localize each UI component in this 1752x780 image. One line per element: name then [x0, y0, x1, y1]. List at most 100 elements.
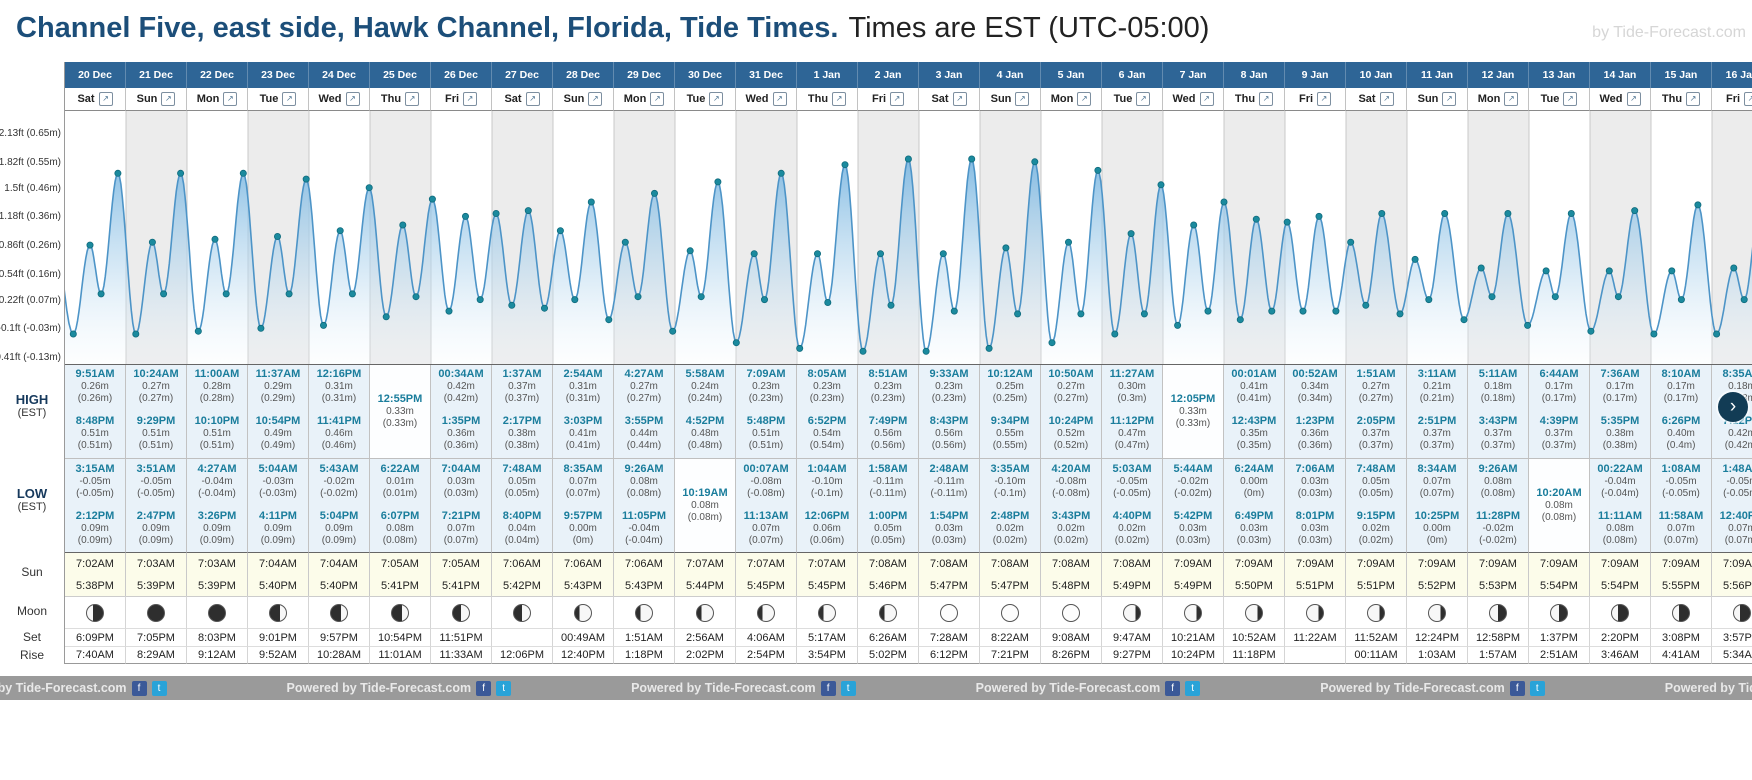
tide-height: 0.17m — [1606, 381, 1634, 392]
low-tide-cell: 1:08AM -0.05m (-0.05m) 11:58AM 0.07m (0.07m) — [1651, 458, 1712, 552]
expand-day-icon[interactable]: ↗ — [832, 92, 847, 106]
sun-cell: 7:09AM 5:51PM — [1285, 552, 1346, 596]
expand-day-icon[interactable]: ↗ — [1442, 92, 1457, 106]
expand-day-icon[interactable]: ↗ — [588, 92, 603, 106]
tide-time: 7:04AM — [441, 463, 481, 475]
tide-height-alt: (0.03m) — [443, 488, 479, 499]
expand-day-icon[interactable]: ↗ — [772, 92, 787, 106]
tide-extreme-dot — [194, 327, 202, 335]
high-tide-cell: 8:10AM 0.17m (0.17m) 6:26PM 0.40m (0.4m) — [1651, 364, 1712, 458]
day-label: Tue — [1113, 93, 1133, 105]
expand-day-icon[interactable]: ↗ — [1317, 92, 1332, 106]
expand-day-icon[interactable]: ↗ — [463, 92, 478, 106]
tide-extreme-dot — [621, 238, 629, 246]
high-label-tz: (EST) — [17, 407, 47, 419]
tide-height-alt: (0.09m) — [199, 535, 235, 546]
tide-time: 1:37AM — [502, 368, 542, 380]
tide-event: 2:47PM 0.09m (0.09m) — [126, 506, 186, 553]
sun-cell: 7:06AM 5:42PM — [492, 552, 553, 596]
expand-day-icon[interactable]: ↗ — [1563, 92, 1578, 106]
tide-extreme-dot — [1504, 210, 1512, 218]
tide-height-alt: (0.27m) — [138, 393, 174, 404]
low-label-tz: (EST) — [17, 501, 47, 513]
tide-time: 5:35PM — [1600, 415, 1640, 427]
expand-day-icon[interactable]: ↗ — [223, 92, 238, 106]
sun-cell: 7:09AM 5:54PM — [1529, 552, 1590, 596]
tide-extreme-dot — [211, 235, 219, 243]
tide-time: 00:52AM — [1292, 368, 1338, 380]
tide-height-alt: (-0.02m) — [320, 488, 358, 499]
facebook-icon[interactable]: f — [131, 680, 147, 696]
moon-phase-icon-full — [1062, 603, 1080, 622]
expand-day-icon[interactable]: ↗ — [282, 92, 297, 106]
sun-cell: 7:04AM 5:40PM — [248, 552, 309, 596]
expand-day-icon[interactable]: ↗ — [1379, 92, 1394, 106]
tide-height-alt: (0.54m) — [809, 440, 845, 451]
moon-cell — [614, 596, 675, 628]
expand-day-icon[interactable]: ↗ — [1504, 92, 1519, 106]
tide-extreme-dot — [508, 301, 516, 309]
expand-day-icon[interactable]: ↗ — [525, 92, 540, 106]
twitter-icon[interactable]: t — [840, 680, 856, 696]
expand-day-icon[interactable]: ↗ — [1015, 92, 1030, 106]
moonset-cell: 11:52AM — [1346, 628, 1407, 646]
expand-day-icon[interactable]: ↗ — [1077, 92, 1092, 106]
tide-height: 0.26m — [81, 381, 109, 392]
tide-time: 7:48AM — [502, 463, 542, 475]
tide-event: 6:44AM 0.17m (0.17m) — [1529, 364, 1589, 411]
tide-event: 1:58AM -0.11m (-0.11m) — [858, 459, 918, 506]
facebook-icon[interactable]: f — [1165, 680, 1181, 696]
expand-day-icon[interactable]: ↗ — [405, 92, 420, 106]
expand-day-icon[interactable]: ↗ — [1744, 92, 1752, 106]
tide-time: 6:52PM — [807, 415, 847, 427]
tide-height-alt: (-0.11m) — [930, 488, 968, 499]
twitter-icon[interactable]: t — [1529, 680, 1545, 696]
expand-day-icon[interactable]: ↗ — [1259, 92, 1274, 106]
high-tide-cell: 12:05PM 0.33m (0.33m) — [1163, 364, 1224, 458]
day-column: 22 Dec Mon ↗ 11:00AM 0.28m (0.28m) 10:10PM 0.51… — [187, 62, 248, 664]
tide-height: -0.02m — [1482, 523, 1514, 534]
sunrise-time: 7:09AM — [1235, 558, 1273, 570]
tide-extreme-dot — [1713, 330, 1721, 338]
expand-day-icon[interactable]: ↗ — [952, 92, 967, 106]
tide-extreme-dot — [1677, 296, 1685, 304]
expand-day-icon[interactable]: ↗ — [650, 92, 665, 106]
tide-event: 5:35PM 0.38m (0.38m) — [1590, 411, 1650, 458]
next-days-button[interactable]: › — [1718, 392, 1748, 422]
tide-event: 1:08AM -0.05m (-0.05m) — [1651, 459, 1711, 506]
twitter-icon[interactable]: t — [151, 680, 167, 696]
low-tide-cell: 5:44AM -0.02m (-0.02m) 5:42PM 0.03m (0.03m) — [1163, 458, 1224, 552]
date-header-cell: 11 Jan — [1407, 62, 1468, 88]
sun-cell: 7:08AM 5:47PM — [919, 552, 980, 596]
moon-phase-icon-first-quarter — [513, 603, 531, 622]
twitter-icon[interactable]: t — [1185, 680, 1201, 696]
expand-day-icon[interactable]: ↗ — [98, 92, 113, 106]
expand-day-icon[interactable]: ↗ — [1686, 92, 1701, 106]
expand-day-icon[interactable]: ↗ — [161, 92, 176, 106]
facebook-icon[interactable]: f — [476, 680, 492, 696]
facebook-icon[interactable]: f — [1509, 680, 1525, 696]
date-header-cell: 1 Jan — [797, 62, 858, 88]
tide-event: 2:48PM 0.02m (0.02m) — [980, 506, 1040, 553]
tide-height-alt: (0.21m) — [1419, 393, 1455, 404]
twitter-icon[interactable]: t — [496, 680, 512, 696]
sunset-time: 5:48PM — [1052, 580, 1090, 592]
expand-day-icon[interactable]: ↗ — [890, 92, 905, 106]
expand-day-icon[interactable]: ↗ — [709, 92, 724, 106]
facebook-icon[interactable]: f — [820, 680, 836, 696]
tide-extreme-dot — [1048, 339, 1056, 347]
sunset-time: 5:56PM — [1723, 580, 1752, 592]
day-label: Fri — [1298, 93, 1314, 105]
day-column: 6 Jan Tue ↗ 11:27AM 0.30m (0.3m) 11:12PM 0.47m(… — [1102, 62, 1163, 664]
tide-time: 5:04AM — [258, 463, 298, 475]
moonset-cell: 6:26AM — [858, 628, 919, 646]
expand-day-icon[interactable]: ↗ — [345, 92, 360, 106]
expand-day-icon[interactable]: ↗ — [1136, 92, 1151, 106]
expand-day-icon[interactable]: ↗ — [1199, 92, 1214, 106]
tide-extreme-dot — [1425, 296, 1433, 304]
expand-day-icon[interactable]: ↗ — [1626, 92, 1641, 106]
high-tide-cell: 12:55PM 0.33m (0.33m) — [370, 364, 431, 458]
moon-phase-icon-waning-crescent — [1611, 603, 1629, 622]
